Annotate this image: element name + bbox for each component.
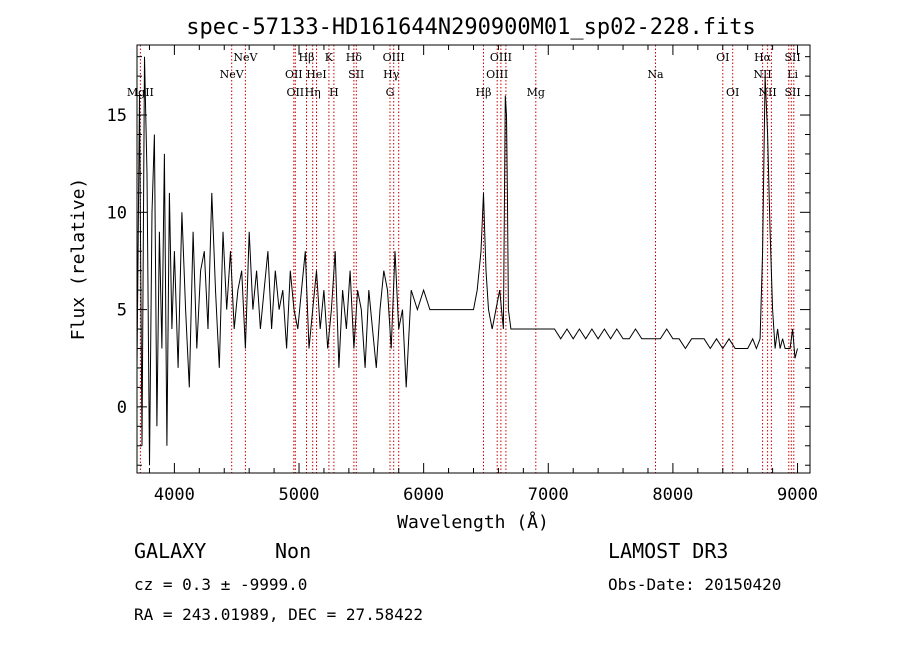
x-tick-label: 9000 xyxy=(777,485,818,505)
redshift-text: cz = 0.3 ± -9999.0 xyxy=(134,575,307,594)
y-tick-label: 5 xyxy=(117,301,127,321)
x-tick-label: 8000 xyxy=(652,485,693,505)
line-label: H xyxy=(329,86,339,99)
x-axis-ticks: 4000 5000 6000 7000 8000 9000 xyxy=(148,45,818,505)
line-label: NII xyxy=(758,86,776,99)
line-label: NeV xyxy=(220,68,245,81)
line-label: Li xyxy=(787,68,798,81)
x-axis-label: Wavelength (Å) xyxy=(397,511,549,533)
spectrum-series-line xyxy=(136,56,798,466)
object-subclass: Non xyxy=(275,539,311,563)
line-label: Mg xyxy=(527,86,545,99)
line-label: OI xyxy=(726,86,739,99)
line-label: Hδ xyxy=(346,51,363,64)
y-tick-label: 15 xyxy=(107,106,127,126)
line-label: SII xyxy=(784,51,800,64)
line-label: OIII xyxy=(486,68,508,81)
line-label: Hβ xyxy=(299,51,315,64)
line-label: OIII xyxy=(383,51,405,64)
line-label: SII xyxy=(784,86,800,99)
line-label: Hα xyxy=(754,51,772,64)
line-label: K xyxy=(325,51,334,64)
x-tick-label: 4000 xyxy=(154,485,195,505)
x-tick-label: 5000 xyxy=(279,485,320,505)
line-label: Hη xyxy=(305,86,321,99)
line-label: NII xyxy=(753,68,771,81)
line-markers xyxy=(139,45,795,473)
line-label: HeI xyxy=(306,68,326,81)
line-label: NeV xyxy=(233,51,258,64)
line-label: SII xyxy=(348,68,364,81)
y-axis-label: Flux (relative) xyxy=(68,178,89,341)
line-label: Hγ xyxy=(383,68,400,81)
line-label: OII xyxy=(286,86,304,99)
chart-title: spec-57133-HD161644N290900M01_sp02-228.f… xyxy=(186,15,756,40)
y-tick-label: 0 xyxy=(117,398,127,418)
obs-date: Obs-Date: 20150420 xyxy=(608,575,781,594)
y-tick-label: 10 xyxy=(107,203,127,223)
plot-frame xyxy=(136,44,811,474)
line-label: OII xyxy=(285,68,303,81)
line-label: OI xyxy=(716,51,729,64)
x-tick-label: 7000 xyxy=(528,485,569,505)
x-tick-label: 6000 xyxy=(403,485,444,505)
line-labels: MgII NeV NeV OII OII Hβ Hη HeI K H Hδ SII OIII Hγ G Hβ O… xyxy=(127,51,801,99)
object-class: GALAXY xyxy=(134,539,206,563)
line-label: OIII xyxy=(490,51,512,64)
radec-text: RA = 243.01989, DEC = 27.58422 xyxy=(134,605,423,624)
line-label: Hβ xyxy=(476,86,492,99)
y-axis-ticks: 0 5 10 15 xyxy=(107,56,810,466)
survey-name: LAMOST DR3 xyxy=(608,539,728,563)
line-label: Na xyxy=(647,68,664,81)
line-label: G xyxy=(386,86,395,99)
line-label: MgII xyxy=(127,86,154,99)
